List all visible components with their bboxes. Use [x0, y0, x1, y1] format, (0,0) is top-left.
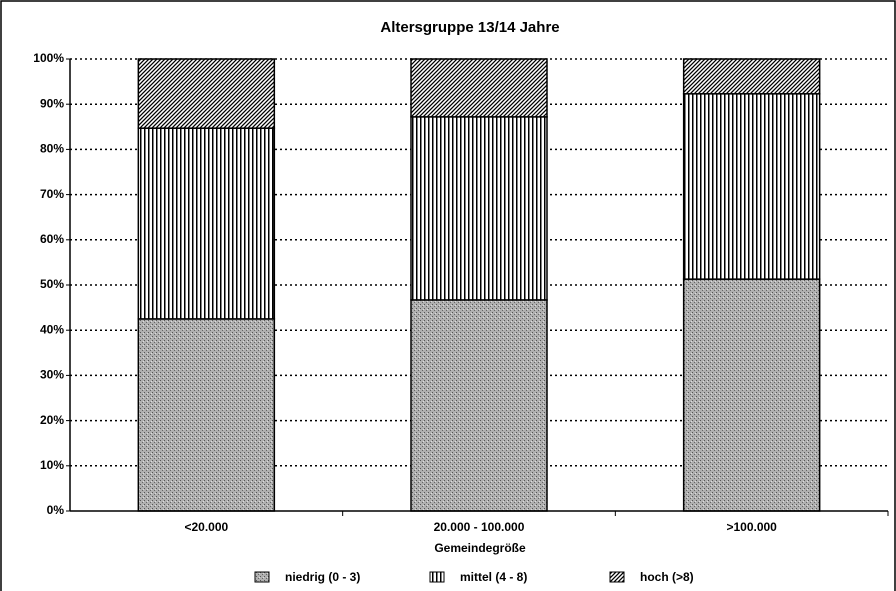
bar-segment — [410, 58, 548, 118]
bar-segment — [682, 58, 821, 95]
y-tick-label: 30% — [40, 368, 64, 382]
bar-segment — [410, 116, 548, 301]
bar-segment — [410, 299, 548, 512]
legend-label: niedrig (0 - 3) — [285, 570, 360, 584]
legend-swatch — [609, 571, 625, 583]
y-tick-label: 40% — [40, 322, 64, 336]
legend-swatch — [254, 571, 270, 583]
bar-segment — [137, 127, 276, 320]
x-tick-label: >100.000 — [726, 520, 777, 534]
legend-swatch — [429, 571, 445, 583]
chart-title: Altersgruppe 13/14 Jahre — [380, 19, 559, 36]
bar-segment — [137, 58, 276, 129]
legend-label: mittel (4 - 8) — [460, 570, 527, 584]
x-tick-label: 20.000 - 100.000 — [434, 520, 525, 534]
y-tick-label: 20% — [40, 413, 64, 427]
y-tick-label: 50% — [40, 277, 64, 291]
bar-segment — [682, 93, 821, 280]
y-tick-label: 0% — [47, 503, 65, 517]
bar-segment — [682, 278, 821, 512]
y-tick-label: 70% — [40, 187, 64, 201]
y-tick-label: 90% — [40, 96, 64, 110]
x-axis-title: Gemeindegröße — [434, 541, 526, 555]
legend-label: hoch (>8) — [640, 570, 694, 584]
y-tick-label: 10% — [40, 458, 64, 472]
bar-segment — [137, 318, 276, 512]
y-tick-label: 100% — [33, 51, 64, 65]
y-tick-label: 80% — [40, 142, 64, 156]
x-tick-label: <20.000 — [184, 520, 228, 534]
y-tick-label: 60% — [40, 232, 64, 246]
